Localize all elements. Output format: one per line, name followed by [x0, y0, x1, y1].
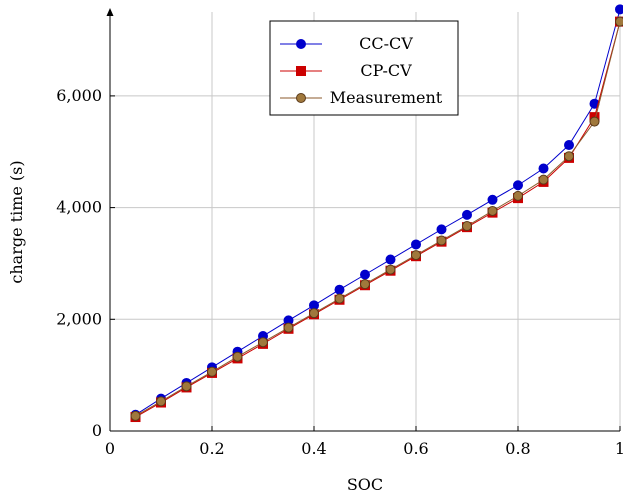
- x-tick-label: 0.2: [199, 439, 224, 458]
- x-tick-label: 0: [105, 439, 115, 458]
- data-point: [207, 366, 217, 377]
- legend-entry: CP-CV: [280, 61, 412, 80]
- series: [130, 4, 623, 423]
- data-point: [589, 116, 600, 127]
- data-point: [538, 163, 549, 174]
- x-tick-label: 0.6: [403, 439, 428, 458]
- data-point: [385, 254, 396, 265]
- data-point: [487, 194, 498, 205]
- data-point: [130, 410, 141, 421]
- legend-marker-icon: [296, 66, 306, 76]
- data-point: [334, 284, 345, 295]
- legend-entry: Measurement: [280, 88, 443, 107]
- y-axis-label: charge time (s): [7, 160, 26, 283]
- x-axis-label: SOC: [347, 475, 383, 494]
- data-point: [615, 4, 623, 15]
- legend-label: Measurement: [330, 88, 443, 107]
- data-point: [564, 151, 574, 162]
- data-point: [232, 351, 243, 362]
- y-tick-label: 4,000: [56, 198, 102, 217]
- data-point: [360, 269, 370, 280]
- legend-marker-icon: [296, 93, 306, 103]
- x-tick-label: 0.8: [505, 439, 530, 458]
- data-point: [411, 250, 421, 261]
- data-point: [436, 224, 447, 235]
- x-tick-label: 0.4: [301, 439, 326, 458]
- x-tick-label: 1: [615, 439, 623, 458]
- y-axis-arrow-icon: [106, 8, 114, 16]
- data-point: [334, 293, 345, 304]
- data-point: [513, 180, 523, 191]
- y-tick-label: 6,000: [56, 86, 102, 105]
- legend-label: CC-CV: [359, 34, 413, 53]
- data-point: [283, 322, 294, 333]
- data-point: [564, 140, 574, 151]
- y-tick-label: 2,000: [56, 309, 102, 328]
- legend: CC-CV CP-CV Measurement: [269, 20, 459, 116]
- tick-marks: [109, 95, 621, 432]
- data-point: [309, 308, 319, 319]
- data-point: [462, 209, 472, 220]
- data-point: [385, 264, 396, 275]
- grid: [110, 12, 621, 431]
- data-point: [513, 190, 523, 201]
- data-point: [360, 279, 370, 290]
- y-tick-label: 0: [92, 421, 102, 440]
- data-point: [615, 16, 623, 27]
- data-point: [462, 221, 472, 232]
- data-point: [156, 396, 166, 407]
- series-measurement: [130, 16, 623, 421]
- legend-marker-icon: [296, 39, 306, 49]
- legend-entry: CC-CV: [280, 34, 413, 53]
- axes: [106, 8, 620, 432]
- data-point: [411, 239, 421, 250]
- data-point: [487, 205, 498, 216]
- data-point: [181, 381, 192, 392]
- data-point: [258, 337, 268, 348]
- data-point: [538, 174, 549, 185]
- data-point: [436, 235, 447, 246]
- legend-label: CP-CV: [360, 61, 412, 80]
